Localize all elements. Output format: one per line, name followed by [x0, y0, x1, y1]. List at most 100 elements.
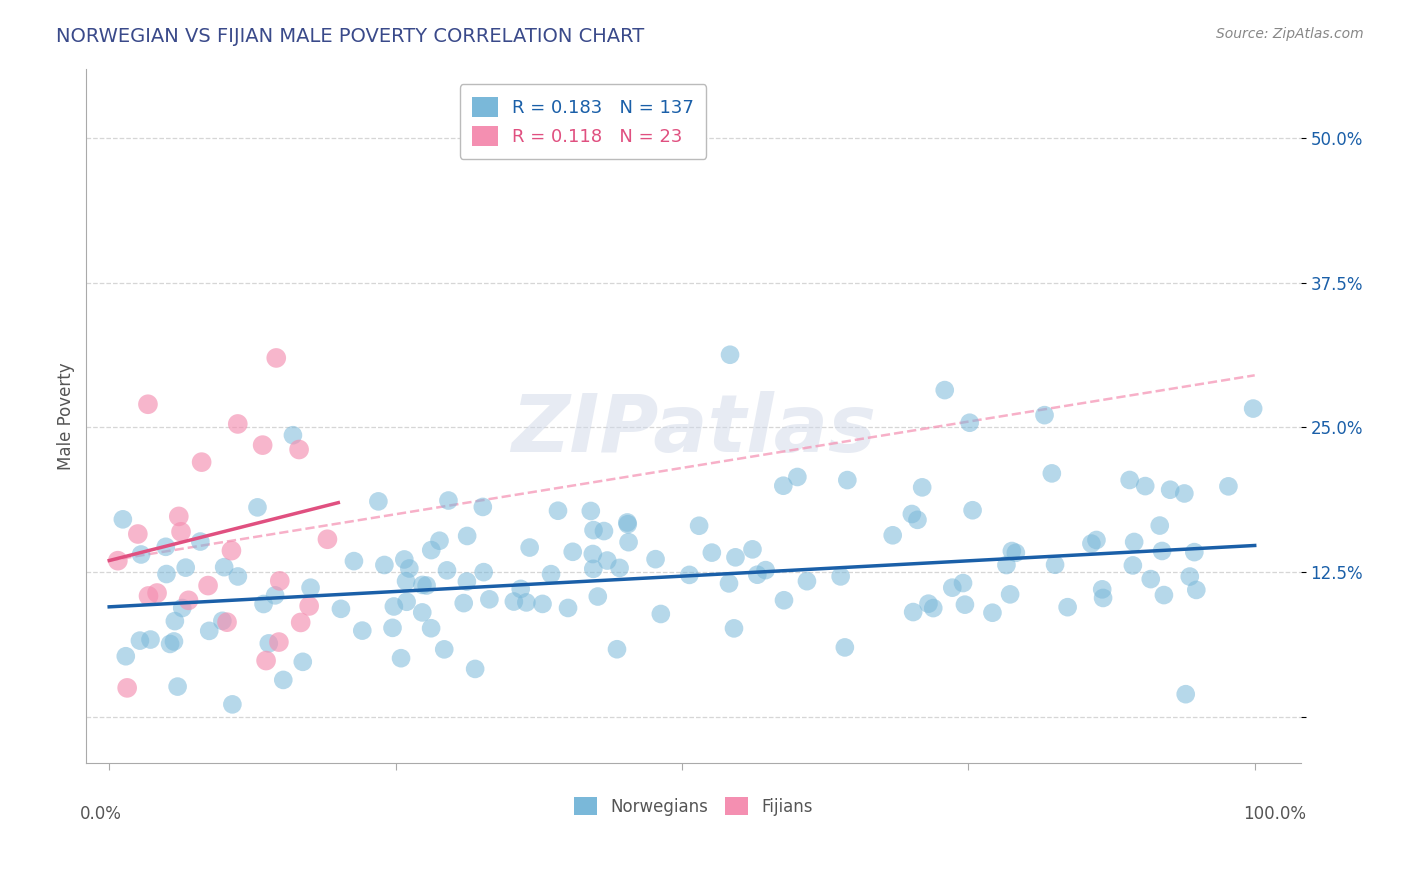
- Point: [1001, 544, 1024, 558]
- Point: [718, 348, 741, 362]
- Point: [281, 428, 304, 442]
- Point: [953, 598, 976, 612]
- Point: [212, 560, 235, 574]
- Point: [411, 606, 433, 620]
- Point: [1153, 588, 1175, 602]
- Point: [415, 578, 437, 592]
- Point: [907, 513, 929, 527]
- Point: [1118, 473, 1140, 487]
- Point: [650, 607, 672, 621]
- Point: [606, 642, 628, 657]
- Point: [367, 494, 389, 508]
- Point: [773, 593, 796, 607]
- Point: [172, 601, 194, 615]
- Point: [299, 581, 322, 595]
- Point: [616, 517, 638, 532]
- Point: [593, 524, 616, 538]
- Point: [174, 560, 197, 574]
- Text: 0.0%: 0.0%: [80, 805, 122, 822]
- Point: [257, 636, 280, 650]
- Point: [586, 590, 609, 604]
- Point: [922, 601, 945, 615]
- Point: [747, 567, 769, 582]
- Point: [519, 541, 541, 555]
- Point: [941, 581, 963, 595]
- Text: ZIPatlas: ZIPatlas: [510, 391, 876, 468]
- Point: [561, 545, 583, 559]
- Point: [394, 552, 416, 566]
- Point: [609, 561, 631, 575]
- Point: [329, 602, 352, 616]
- Point: [453, 596, 475, 610]
- Point: [502, 594, 524, 608]
- Point: [995, 558, 1018, 572]
- Point: [1185, 582, 1208, 597]
- Point: [1123, 535, 1146, 549]
- Point: [271, 673, 294, 687]
- Point: [290, 615, 312, 630]
- Point: [557, 601, 579, 615]
- Point: [1150, 544, 1173, 558]
- Point: [177, 593, 200, 607]
- Point: [226, 417, 249, 431]
- Point: [472, 565, 495, 579]
- Point: [834, 640, 856, 655]
- Point: [343, 554, 366, 568]
- Point: [252, 597, 274, 611]
- Point: [959, 416, 981, 430]
- Point: [717, 576, 740, 591]
- Point: [579, 504, 602, 518]
- Point: [198, 624, 221, 638]
- Point: [582, 562, 605, 576]
- Point: [1182, 545, 1205, 559]
- Point: [1159, 483, 1181, 497]
- Point: [901, 507, 924, 521]
- Text: NORWEGIAN VS FIJIAN MALE POVERTY CORRELATION CHART: NORWEGIAN VS FIJIAN MALE POVERTY CORRELA…: [56, 27, 644, 45]
- Point: [155, 567, 177, 582]
- Point: [316, 533, 339, 547]
- Point: [952, 576, 974, 591]
- Point: [998, 587, 1021, 601]
- Point: [159, 637, 181, 651]
- Point: [395, 595, 418, 609]
- Point: [1178, 569, 1201, 583]
- Point: [269, 574, 291, 588]
- Point: [129, 548, 152, 562]
- Point: [786, 470, 808, 484]
- Point: [215, 615, 238, 630]
- Point: [166, 680, 188, 694]
- Text: 100.0%: 100.0%: [1243, 805, 1306, 822]
- Point: [411, 578, 433, 592]
- Point: [389, 651, 412, 665]
- Point: [138, 589, 160, 603]
- Point: [830, 569, 852, 583]
- Point: [291, 655, 314, 669]
- Point: [478, 592, 501, 607]
- Point: [1092, 591, 1115, 605]
- Point: [170, 524, 193, 539]
- Point: [741, 542, 763, 557]
- Point: [1043, 558, 1066, 572]
- Point: [1241, 401, 1264, 416]
- Point: [962, 503, 984, 517]
- Point: [264, 351, 287, 365]
- Point: [456, 529, 478, 543]
- Point: [1005, 546, 1028, 560]
- Point: [129, 633, 152, 648]
- Point: [221, 543, 243, 558]
- Point: [1040, 467, 1063, 481]
- Point: [226, 569, 249, 583]
- Point: [1033, 408, 1056, 422]
- Point: [155, 540, 177, 554]
- Point: [433, 642, 456, 657]
- Point: [540, 567, 562, 582]
- Point: [981, 606, 1004, 620]
- Point: [146, 586, 169, 600]
- Point: [464, 662, 486, 676]
- Point: [1173, 486, 1195, 500]
- Point: [127, 527, 149, 541]
- Point: [901, 605, 924, 619]
- Point: [115, 681, 138, 695]
- Point: [163, 614, 186, 628]
- Legend: Norwegians, Fijians: Norwegians, Fijians: [565, 789, 821, 824]
